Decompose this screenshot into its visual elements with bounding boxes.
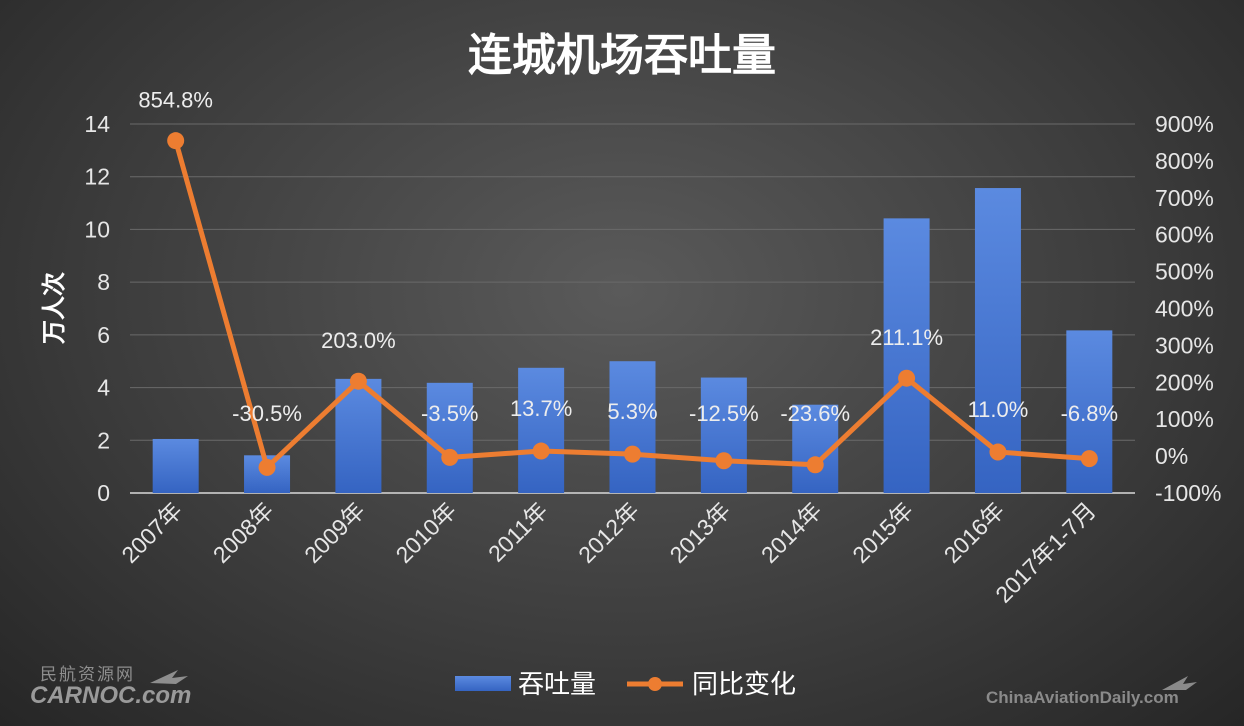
x-tick-label: 2016年 <box>939 497 1010 568</box>
y2-tick-label: 400% <box>1155 296 1214 322</box>
data-label: -6.8% <box>1061 401 1118 426</box>
watermark-cad: ChinaAviationDaily.com <box>986 676 1197 707</box>
line-point <box>441 448 459 466</box>
line-point <box>1080 450 1098 468</box>
x-tick-label: 2010年 <box>390 497 461 568</box>
data-label: -30.5% <box>232 401 302 426</box>
y-tick-label: 14 <box>84 111 110 137</box>
line-point <box>167 132 185 150</box>
line-point <box>349 372 367 390</box>
y2-tick-label: 900% <box>1155 111 1214 137</box>
bar <box>609 361 656 493</box>
data-labels: 854.8% -30.5% 203.0% -3.5% 13.7% 5.3% -12.5% -2… <box>138 88 1118 426</box>
legend-line-label: 同比变化 <box>692 669 796 699</box>
data-label: 854.8% <box>138 88 213 113</box>
watermark-carnoc-cn: 民航资源网 <box>40 665 135 685</box>
chart-title: 连城机场吞吐量 <box>468 31 776 80</box>
y-tick-label: 6 <box>97 322 110 348</box>
line-point <box>624 445 641 463</box>
x-tick-label: 2008年 <box>208 497 279 568</box>
y-tick-label: 10 <box>84 216 110 242</box>
line-point <box>715 452 733 470</box>
x-axis: 2007年 2008年 2009年 2010年 2011年 2012年 2013年 2014年… <box>116 497 1100 608</box>
y-tick-label: 4 <box>97 375 110 401</box>
x-tick-label: 2013年 <box>665 497 736 568</box>
data-label: -12.5% <box>689 401 759 426</box>
x-tick-label: 2009年 <box>299 497 370 568</box>
x-tick-label: 2012年 <box>573 497 644 568</box>
bar <box>426 382 473 493</box>
data-label: 11.0% <box>968 397 1029 422</box>
y-tick-label: 12 <box>84 164 110 190</box>
line-point <box>898 369 916 387</box>
line-point <box>806 456 824 474</box>
data-label: 203.0% <box>321 328 396 353</box>
bar <box>700 377 747 493</box>
y-axis-title: 万人次 <box>41 272 68 344</box>
bar <box>152 438 199 493</box>
y-axis-right: -100% 0% 100% 200% 300% 400% 500% 600% 700% 800% 9… <box>1155 111 1221 506</box>
plane-icon <box>1162 676 1197 690</box>
line-point <box>258 458 276 476</box>
bar <box>883 218 930 493</box>
y-axis-left: 0 2 4 6 8 10 12 14 <box>84 111 110 506</box>
line-point <box>989 443 1007 461</box>
bar <box>518 367 565 493</box>
legend-bar-label: 吞吐量 <box>518 669 596 699</box>
y-tick-label: 8 <box>97 269 110 295</box>
y2-tick-label: 700% <box>1155 185 1214 211</box>
y2-tick-label: 500% <box>1155 259 1214 285</box>
y2-tick-label: 800% <box>1155 148 1214 174</box>
y2-tick-label: -100% <box>1155 480 1221 506</box>
watermark-carnoc-en: CARNOC.com <box>30 682 191 709</box>
x-tick-label: 2007年 <box>116 497 187 568</box>
y2-tick-label: 100% <box>1155 406 1214 432</box>
y2-tick-label: 300% <box>1155 332 1214 358</box>
data-label: -23.6% <box>780 401 850 426</box>
legend-bar-swatch <box>455 676 511 691</box>
data-label: 13.7% <box>510 396 572 421</box>
legend-line-marker <box>648 677 662 691</box>
watermark-cad-text: ChinaAviationDaily.com <box>986 688 1179 707</box>
line-series <box>167 132 1098 476</box>
data-label: 211.1% <box>870 325 943 350</box>
y-tick-label: 0 <box>97 480 110 506</box>
y2-tick-label: 0% <box>1155 443 1188 469</box>
gridlines <box>130 123 1135 494</box>
x-tick-label: 2015年 <box>847 497 918 568</box>
x-tick-label: 2014年 <box>756 497 827 568</box>
watermark-carnoc: 民航资源网 CARNOC.com <box>30 665 191 709</box>
plane-icon <box>150 670 188 684</box>
line-point <box>532 442 550 460</box>
y-tick-label: 2 <box>97 427 110 453</box>
y2-tick-label: 200% <box>1155 369 1214 395</box>
y2-tick-label: 600% <box>1155 222 1214 248</box>
x-tick-label: 2011年 <box>483 497 553 567</box>
data-label: 5.3% <box>607 399 657 424</box>
data-label: -3.5% <box>421 401 478 426</box>
legend: 吞吐量 同比变化 <box>455 669 796 699</box>
